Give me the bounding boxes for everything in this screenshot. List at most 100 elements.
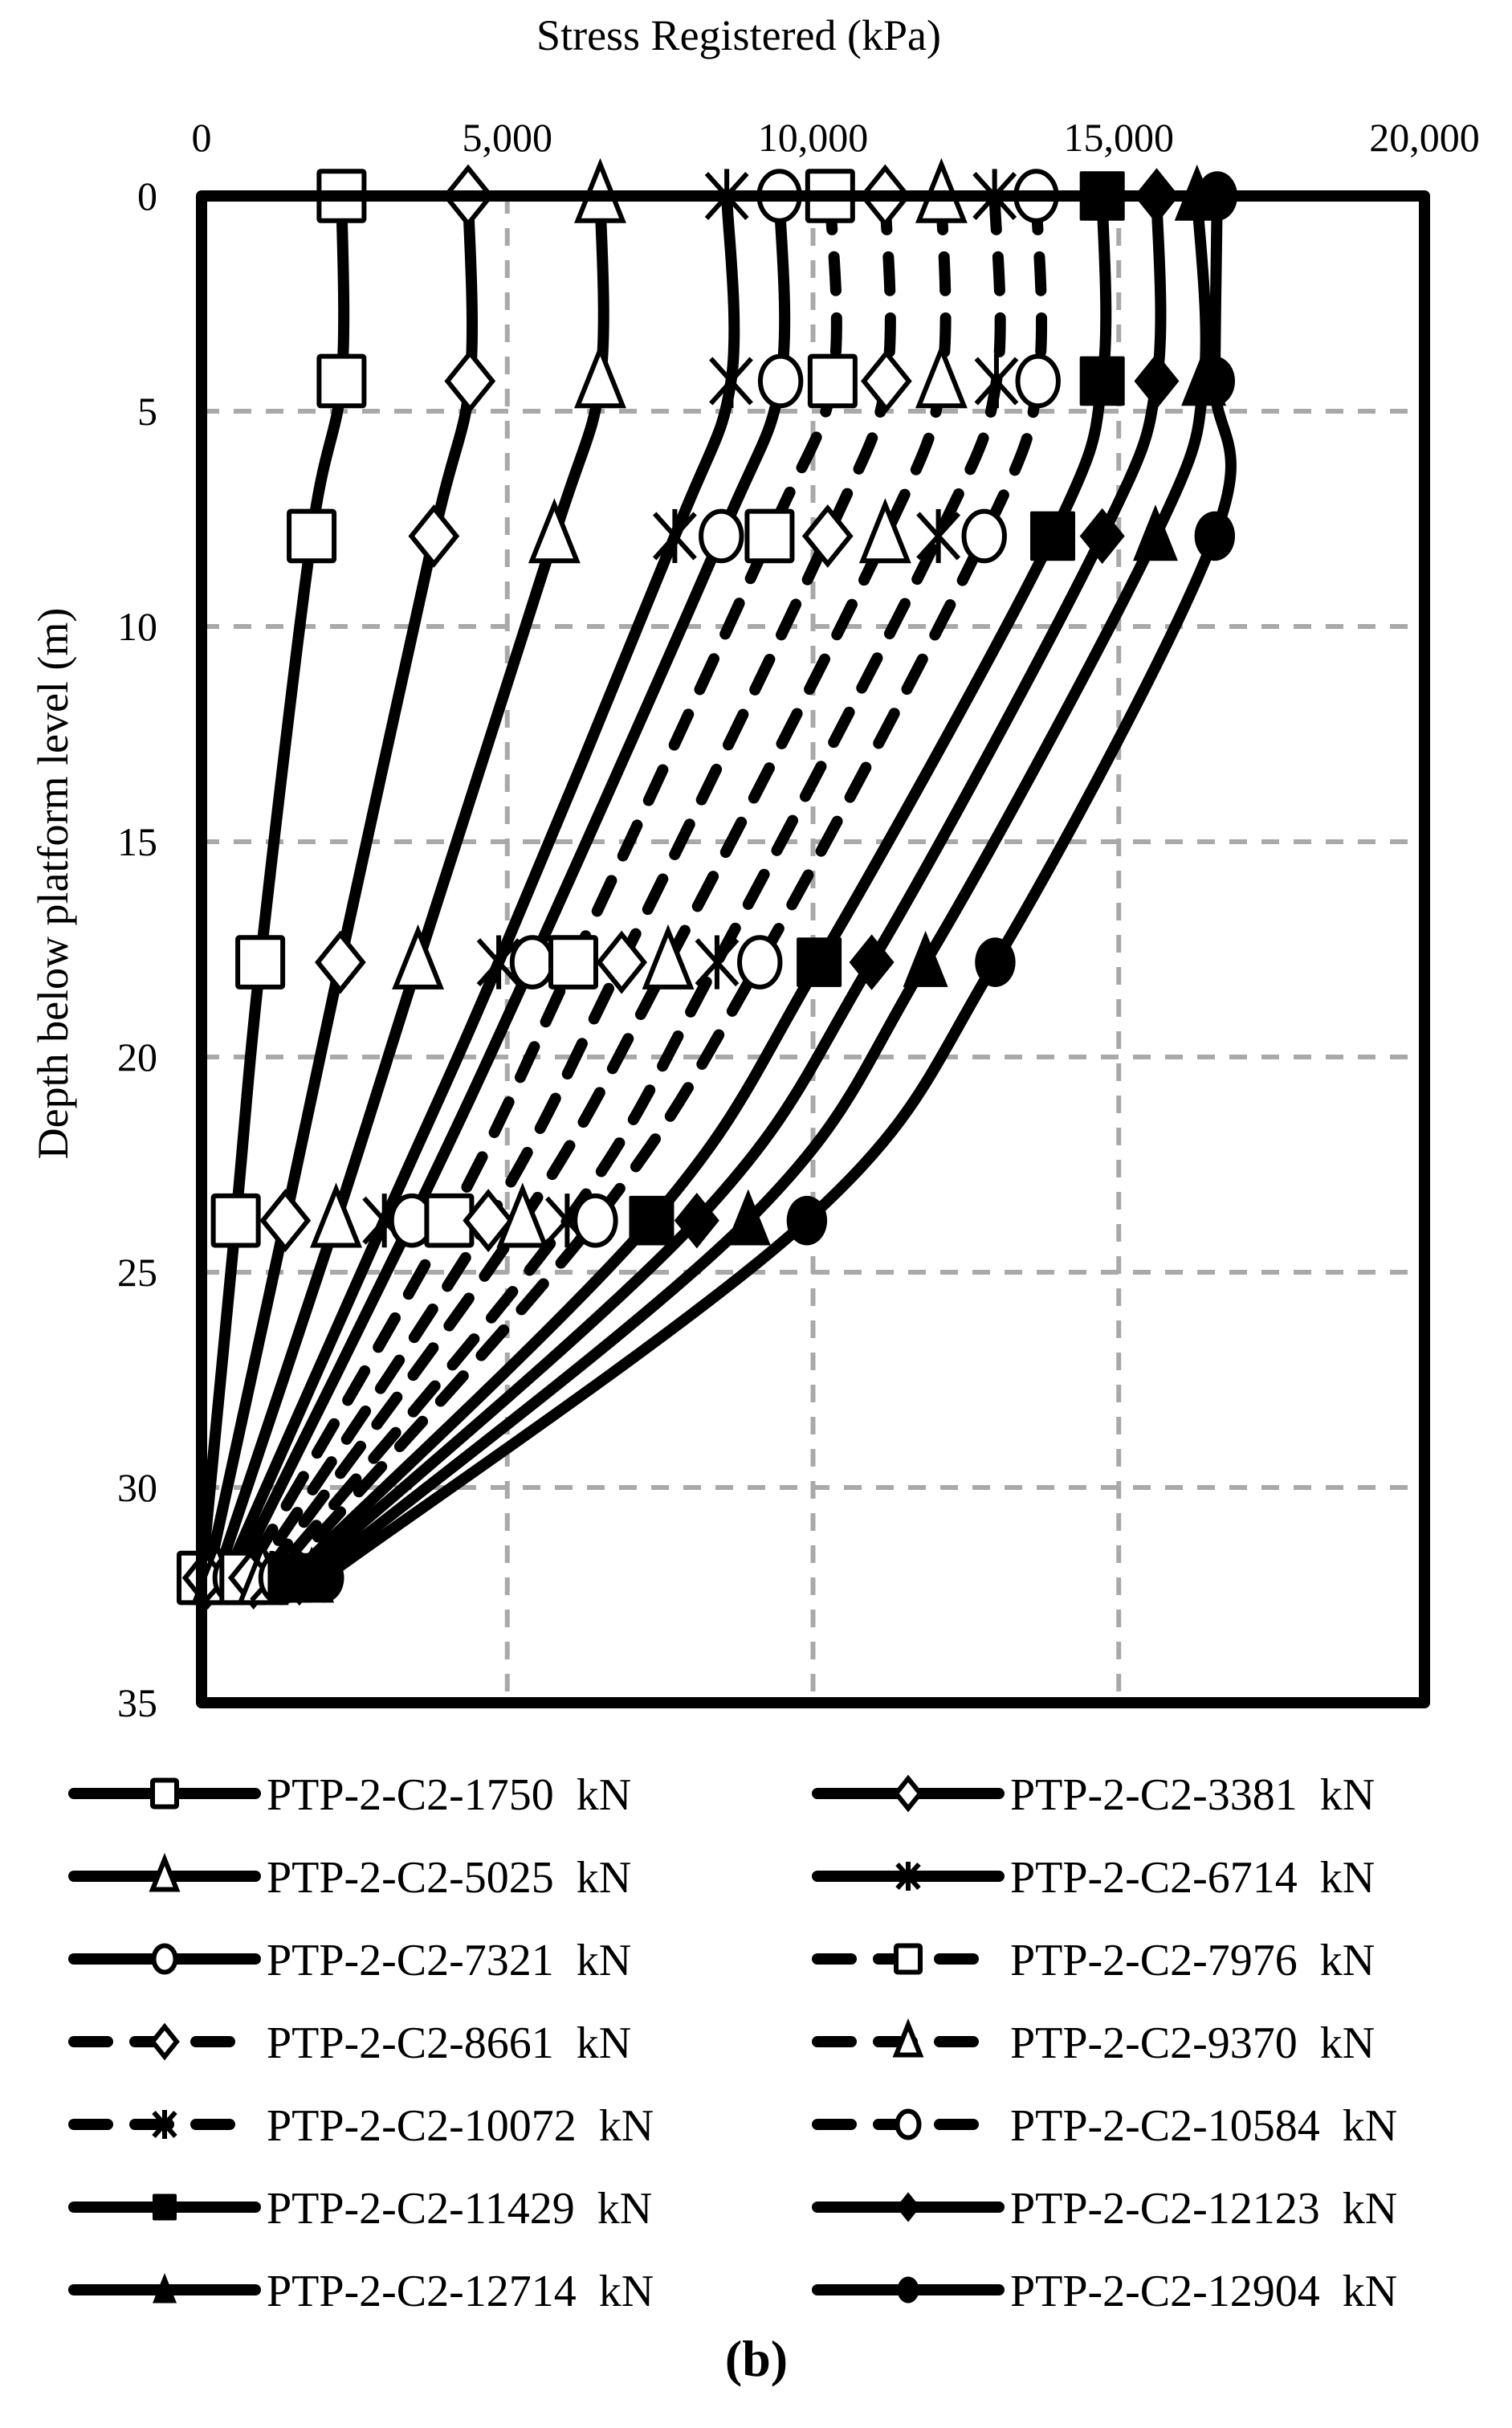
legend-item: PTP-2-C2-9370 kN xyxy=(812,2018,1375,2068)
asterisk-marker-icon xyxy=(152,2110,177,2139)
y-tick-label: 15 xyxy=(117,819,157,864)
x-axis-title: Stress Registered (kPa) xyxy=(536,11,941,59)
y-tick-label: 10 xyxy=(117,604,157,649)
legend-label: PTP-2-C2-5025 kN xyxy=(267,1853,631,1903)
figure-caption: (b) xyxy=(725,2330,788,2387)
square-marker-icon xyxy=(153,2193,177,2221)
square-marker-icon xyxy=(797,937,842,987)
legend-label: PTP-2-C2-10584 kN xyxy=(1010,2101,1397,2151)
diamond-marker-icon xyxy=(408,504,460,568)
y-axis-title: Depth below platform level (m) xyxy=(29,608,77,1160)
legend-item: PTP-2-C2-7976 kN xyxy=(812,1936,1375,1985)
triangle-marker-icon xyxy=(392,924,445,990)
diamond-marker-icon xyxy=(849,934,895,990)
triangle-marker-icon xyxy=(574,343,626,409)
triangle-marker-icon xyxy=(149,1852,181,1892)
x-tick-label: 10,000 xyxy=(758,115,869,160)
square-marker-icon xyxy=(235,935,286,990)
circle-marker-icon xyxy=(961,508,1007,564)
legend-item: PTP-2-C2-10072 kN xyxy=(68,2101,654,2151)
legend-item: PTP-2-C2-12714 kN xyxy=(68,2267,654,2316)
legend-item: PTP-2-C2-3381 kN xyxy=(812,1770,1375,1820)
square-marker-icon xyxy=(744,508,795,564)
square-marker-icon xyxy=(894,1943,923,1975)
legend-item: PTP-2-C2-6714 kN xyxy=(812,1853,1375,1903)
y-tick-label: 0 xyxy=(137,173,157,218)
legend-item: PTP-2-C2-8661 kN xyxy=(68,2018,631,2068)
diamond-marker-icon xyxy=(149,2022,180,2061)
triangle-marker-icon xyxy=(496,1182,549,1248)
square-marker-icon xyxy=(316,353,367,409)
y-tick-label: 25 xyxy=(117,1250,157,1295)
diamond-marker-icon xyxy=(896,2192,920,2222)
circle-marker-icon xyxy=(1015,353,1061,409)
y-axis-ticks: 0 5 10 15 20 25 30 35 xyxy=(117,173,157,1725)
asterisk-marker-icon xyxy=(895,1862,921,1891)
square-marker-icon xyxy=(1079,356,1125,406)
legend: PTP-2-C2-1750 kN PTP-2-C2-3381 kN PTP-2-C2… xyxy=(68,1770,1397,2316)
y-tick-label: 5 xyxy=(137,389,157,434)
diamond-marker-icon xyxy=(861,349,912,413)
circle-marker-icon xyxy=(1194,356,1236,406)
diamond-marker-icon xyxy=(444,349,496,413)
legend-label: PTP-2-C2-10072 kN xyxy=(267,2101,654,2151)
legend-item: PTP-2-C2-12904 kN xyxy=(812,2267,1397,2316)
legend-label: PTP-2-C2-7321 kN xyxy=(267,1936,631,1985)
legend-item: PTP-2-C2-7321 kN xyxy=(68,1936,631,1985)
square-marker-icon xyxy=(629,1195,674,1246)
circle-marker-icon xyxy=(786,1195,828,1246)
diamond-marker-icon xyxy=(596,930,648,994)
circle-marker-icon xyxy=(975,937,1016,987)
square-marker-icon xyxy=(210,1193,261,1248)
triangle-marker-icon xyxy=(310,1182,362,1248)
diamond-marker-icon xyxy=(893,1774,923,1813)
diamond-marker-icon xyxy=(315,930,366,994)
square-marker-icon xyxy=(807,353,858,409)
circle-marker-icon xyxy=(573,1193,618,1248)
triangle-marker-icon xyxy=(1132,504,1178,561)
legend-item: PTP-2-C2-10584 kN xyxy=(812,2101,1397,2151)
square-marker-icon xyxy=(548,935,598,990)
asterisk-marker-icon xyxy=(709,353,753,409)
y-tick-label: 20 xyxy=(117,1034,157,1079)
asterisk-marker-icon xyxy=(974,353,1019,409)
square-marker-icon xyxy=(1030,511,1076,561)
legend-label: PTP-2-C2-12123 kN xyxy=(1010,2184,1397,2234)
legend-label: PTP-2-C2-7976 kN xyxy=(1010,1936,1375,1985)
circle-marker-icon xyxy=(895,2108,922,2140)
legend-label: PTP-2-C2-12714 kN xyxy=(267,2267,654,2316)
triangle-marker-icon xyxy=(725,1189,771,1246)
circle-marker-icon xyxy=(304,1553,344,1603)
diamond-marker-icon xyxy=(259,1189,312,1253)
x-axis-ticks: 0 5,000 10,000 15,000 20,000 xyxy=(192,115,1480,160)
triangle-marker-icon xyxy=(915,343,968,409)
legend-label: PTP-2-C2-8661 kN xyxy=(267,2018,631,2068)
legend-item: PTP-2-C2-11429 kN xyxy=(68,2184,652,2234)
circle-marker-icon xyxy=(509,935,556,990)
legend-item: PTP-2-C2-1750 kN xyxy=(68,1770,631,1820)
diamond-marker-icon xyxy=(801,504,854,568)
triangle-marker-icon xyxy=(642,924,695,990)
circle-marker-icon xyxy=(897,2276,919,2304)
x-tick-label: 15,000 xyxy=(1064,115,1175,160)
diamond-marker-icon xyxy=(1079,508,1125,565)
square-marker-icon xyxy=(150,1777,179,1810)
x-tick-label: 0 xyxy=(192,115,212,160)
circle-marker-icon xyxy=(1194,511,1236,561)
plot-frame xyxy=(196,190,1430,1708)
legend-label: PTP-2-C2-9370 kN xyxy=(1010,2018,1375,2068)
legend-label: PTP-2-C2-1750 kN xyxy=(267,1770,631,1820)
circle-marker-icon xyxy=(699,508,744,564)
triangle-marker-icon xyxy=(153,2273,177,2304)
triangle-marker-icon xyxy=(892,2018,924,2058)
triangle-marker-icon xyxy=(858,498,911,564)
asterisk-marker-icon xyxy=(695,935,740,990)
x-tick-label: 20,000 xyxy=(1369,115,1480,160)
legend-item: PTP-2-C2-12123 kN xyxy=(812,2184,1397,2234)
diamond-marker-icon xyxy=(1134,353,1180,410)
y-tick-label: 35 xyxy=(117,1680,157,1725)
circle-marker-icon xyxy=(151,1943,178,1975)
circle-marker-icon xyxy=(737,935,783,990)
square-marker-icon xyxy=(287,508,337,564)
